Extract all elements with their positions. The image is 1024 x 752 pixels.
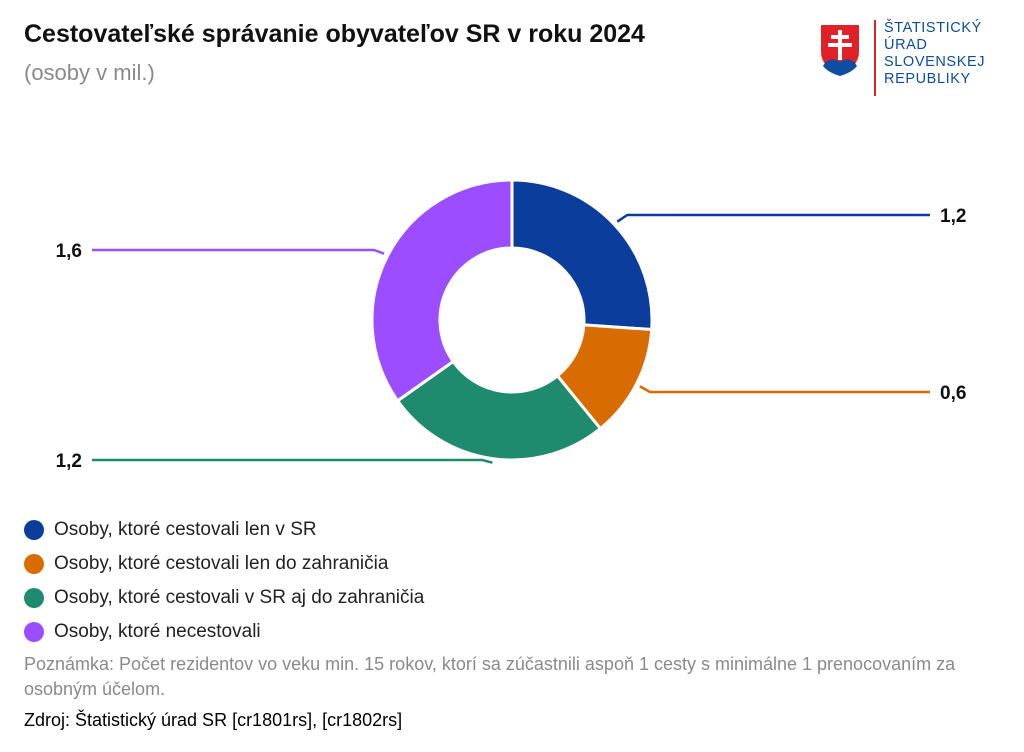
legend-label: Osoby, ktoré cestovali len do zahraničia: [54, 553, 389, 574]
chart-legend: Osoby, ktoré cestovali len v SR Osoby, k…: [24, 513, 424, 649]
legend-swatch: [24, 622, 44, 642]
data-label: 1,6: [56, 241, 82, 262]
chart-title: Cestovateľské správanie obyvateľov SR v …: [24, 20, 645, 48]
leader-line: [92, 248, 385, 255]
legend-item[interactable]: Osoby, ktoré cestovali len do zahraničia: [24, 547, 424, 581]
logo-line: SLOVENSKEJ: [884, 54, 986, 70]
legend-item[interactable]: Osoby, ktoré necestovali: [24, 615, 424, 649]
leader-line: [92, 458, 493, 464]
logo-line: ÚRAD: [884, 37, 928, 53]
donut-slice[interactable]: [395, 359, 603, 462]
donut-slice[interactable]: [510, 178, 654, 332]
logo-line: REPUBLIKY: [884, 71, 971, 87]
donut-chart: 1,2 0,6 1,2 1,6: [56, 178, 966, 472]
data-label: 0,6: [940, 383, 966, 404]
logo-line: ŠTATISTICKÝ: [884, 20, 982, 36]
chart-note: Poznámka: Počet rezidentov vo veku min. …: [24, 654, 956, 699]
legend-swatch: [24, 520, 44, 540]
legend-label: Osoby, ktoré cestovali len v SR: [54, 519, 317, 540]
donut-slice[interactable]: [370, 178, 514, 403]
legend-swatch: [24, 554, 44, 574]
data-label: 1,2: [940, 206, 966, 227]
legend-item[interactable]: Osoby, ktoré cestovali v SR aj do zahran…: [24, 581, 424, 615]
legend-label: Osoby, ktoré cestovali v SR aj do zahran…: [54, 587, 425, 608]
chart-source: Zdroj: Štatistický úrad SR [cr1801rs], […: [24, 710, 403, 730]
logo-divider: [874, 20, 876, 96]
logo-text: ŠTATISTICKÝ ÚRAD SLOVENSKEJ REPUBLIKY: [884, 20, 985, 88]
leader-line: [616, 213, 930, 223]
legend-item[interactable]: Osoby, ktoré cestovali len v SR: [24, 513, 424, 547]
legend-swatch: [24, 588, 44, 608]
chart-subtitle: (osoby v mil.): [24, 60, 155, 85]
leader-line: [639, 385, 930, 394]
slovak-coat-of-arms-icon: [819, 23, 861, 78]
legend-label: Osoby, ktoré necestovali: [54, 621, 261, 642]
statistical-office-logo: ŠTATISTICKÝ ÚRAD SLOVENSKEJ REPUBLIKY: [818, 20, 1008, 100]
data-label: 1,2: [56, 451, 82, 472]
